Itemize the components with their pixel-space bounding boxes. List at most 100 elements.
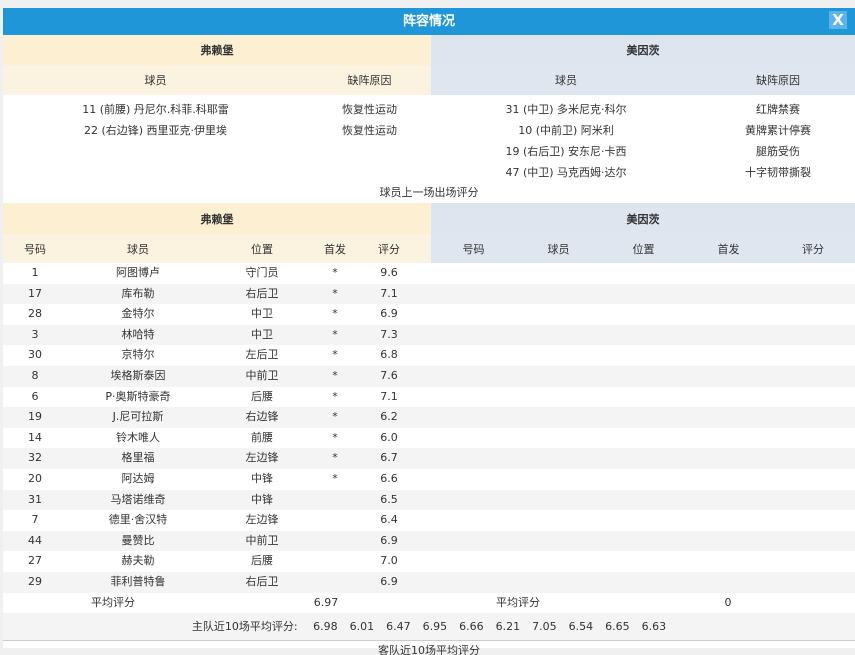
avg-label: 平均评分 — [91, 595, 135, 609]
col-header: 评分 — [802, 242, 824, 256]
away-team-header: 美因茨 — [431, 35, 855, 65]
player-row: 31 马塔诺维奇 中锋 6.5 — [3, 489, 855, 511]
player-rating: 9.6 — [380, 266, 398, 279]
starter-mark: * — [332, 389, 338, 403]
player-rating: 6.8 — [380, 348, 398, 362]
player-name: 马塔诺维奇 — [110, 492, 166, 506]
player-name: 阿达姆 — [121, 471, 155, 485]
player-row: 1 阿图博卢 守门员 * 9.6 — [3, 263, 855, 284]
player-position: 右边锋 — [245, 410, 279, 424]
away-recent-label: 客队近10场平均评分 — [378, 643, 480, 655]
player-position: 右后卫 — [245, 574, 279, 588]
recent-rating: 6.54 — [568, 619, 594, 633]
player-position: 守门员 — [245, 266, 279, 279]
player-name: 铃木唯人 — [116, 430, 160, 444]
player-rating: 6.6 — [380, 471, 398, 485]
player-row: 27 赫夫勒 后腰 7.0 — [3, 551, 855, 572]
player-number: 19 — [28, 410, 42, 424]
team-name: 美因茨 — [626, 212, 660, 226]
injury-reason: 腿筋受伤 — [756, 145, 800, 158]
injury-reason: 恢复性运动 — [342, 103, 397, 116]
player-rating: 6.4 — [380, 513, 398, 527]
player-name: 曼赞比 — [121, 533, 155, 547]
player-number: 1 — [31, 266, 39, 279]
col-header: 号码 — [462, 242, 485, 256]
recent-rating: 6.98 — [313, 619, 338, 633]
player-rating: 7.0 — [380, 554, 398, 568]
player-row: 30 京特尔 左后卫 * 6.8 — [3, 345, 855, 366]
player-position: 后腰 — [251, 554, 273, 568]
player-position: 左边锋 — [245, 451, 279, 465]
starter-mark: * — [332, 471, 338, 485]
player-row: 3 林哈特 中卫 * 7.3 — [3, 324, 855, 346]
home-recent-avg: 主队近10场平均评分: 6.98 6.01 6.47 6.95 6.66 6.21 7.05… — [3, 612, 855, 641]
player-name: 埃格斯泰因 — [110, 368, 166, 382]
player-number: 28 — [28, 307, 42, 321]
player-position: 中锋 — [251, 492, 273, 506]
injured-player: 10 (中前卫) 阿米利 — [518, 124, 614, 137]
player-row: 44 曼赞比 中前卫 6.9 — [3, 530, 855, 552]
average-row: 平均评分 6.97 平均评分 0 — [3, 593, 855, 613]
player-position: 中前卫 — [245, 533, 279, 547]
player-number: 32 — [28, 451, 42, 465]
home-avg: 6.97 — [313, 595, 339, 609]
injured-player: 22 (右边锋) 西里亚克·伊里埃 — [83, 124, 228, 137]
injured-player: 31 (中卫) 多米尼克·科尔 — [505, 103, 627, 116]
away-avg: 0 — [724, 595, 732, 609]
ratings-table: 1 阿图博卢 守门员 * 9.6 17 库布勒 右后卫 * 7.1 28 金特尔 中卫 * 6.9 3 林哈特中… — [3, 263, 855, 593]
player-number: 3 — [31, 327, 39, 341]
player-rating: 6.0 — [380, 430, 398, 444]
player-position: 中卫 — [251, 327, 273, 341]
injury-row: 11 (前腰) 丹尼尔.科菲.科耶雷 恢复性运动 31 (中卫) 多米尼克·科尔 红牌… — [3, 99, 855, 120]
player-position: 左边锋 — [245, 513, 279, 527]
injury-row: 47 (中卫) 马克西姆·达尔 十字韧带撕裂 — [3, 162, 855, 183]
player-row: 8 埃格斯泰因 中前卫 * 7.6 — [3, 365, 855, 387]
injured-player: 47 (中卫) 马克西姆·达尔 — [505, 166, 627, 179]
player-position: 后腰 — [251, 389, 273, 403]
close-button[interactable]: X — [829, 11, 847, 29]
player-number: 27 — [28, 554, 42, 568]
player-name: 京特尔 — [121, 348, 155, 362]
player-number: 14 — [28, 430, 42, 444]
player-row: 14 铃木唯人 前腰 * 6.0 — [3, 428, 855, 449]
starter-mark: * — [332, 451, 338, 465]
player-row: 17 库布勒 右后卫 * 7.1 — [3, 283, 855, 305]
player-rating: 7.3 — [380, 327, 398, 341]
player-number: 6 — [31, 389, 39, 403]
starter-mark: * — [332, 286, 338, 300]
player-name: J.尼可拉斯 — [112, 410, 164, 424]
player-row: 28 金特尔 中卫 * 6.9 — [3, 304, 855, 325]
avg-label: 平均评分 — [496, 595, 540, 609]
player-row: 7 德里·舍汉特 左边锋 6.4 — [3, 510, 855, 531]
col-header: 缺阵原因 — [756, 74, 800, 87]
player-rating: 7.6 — [380, 368, 398, 382]
team-name: 弗赖堡 — [200, 44, 234, 57]
col-header: 评分 — [378, 242, 400, 256]
starter-mark: * — [332, 430, 338, 444]
player-row: 29 菲利普特鲁 右后卫 6.9 — [3, 571, 855, 593]
player-position: 中锋 — [251, 471, 273, 485]
col-header: 号码 — [24, 242, 46, 256]
injured-player: 11 (前腰) 丹尼尔.科菲.科耶雷 — [82, 103, 229, 116]
player-row: 20 阿达姆 中锋 * 6.6 — [3, 469, 855, 490]
home-team-header: 弗赖堡 — [3, 35, 431, 65]
player-name: 菲利普特鲁 — [110, 574, 166, 588]
player-name: 格里福 — [121, 451, 155, 465]
injury-row: 19 (右后卫) 安东尼·卡西 腿筋受伤 — [3, 141, 855, 162]
starter-mark: * — [332, 327, 338, 341]
starter-mark: * — [332, 348, 338, 362]
player-row: 32 格里福 左边锋 * 6.7 — [3, 448, 855, 469]
player-rating: 6.2 — [380, 410, 398, 424]
starter-mark: * — [332, 410, 338, 424]
injury-row: 22 (右边锋) 西里亚克·伊里埃 恢复性运动 10 (中前卫) 阿米利 黄牌累计停赛 — [3, 120, 855, 141]
recent-rating: 6.66 — [459, 619, 484, 633]
col-header: 球员 — [547, 242, 570, 256]
col-header: 球员 — [127, 242, 149, 256]
player-number: 30 — [28, 348, 42, 362]
player-position: 左后卫 — [245, 348, 279, 362]
recent-rating: 7.05 — [532, 619, 557, 633]
recent-rating: 6.21 — [495, 619, 521, 633]
injury-reason: 恢复性运动 — [342, 124, 397, 137]
player-number: 8 — [31, 368, 39, 382]
player-rating: 7.1 — [380, 286, 398, 300]
